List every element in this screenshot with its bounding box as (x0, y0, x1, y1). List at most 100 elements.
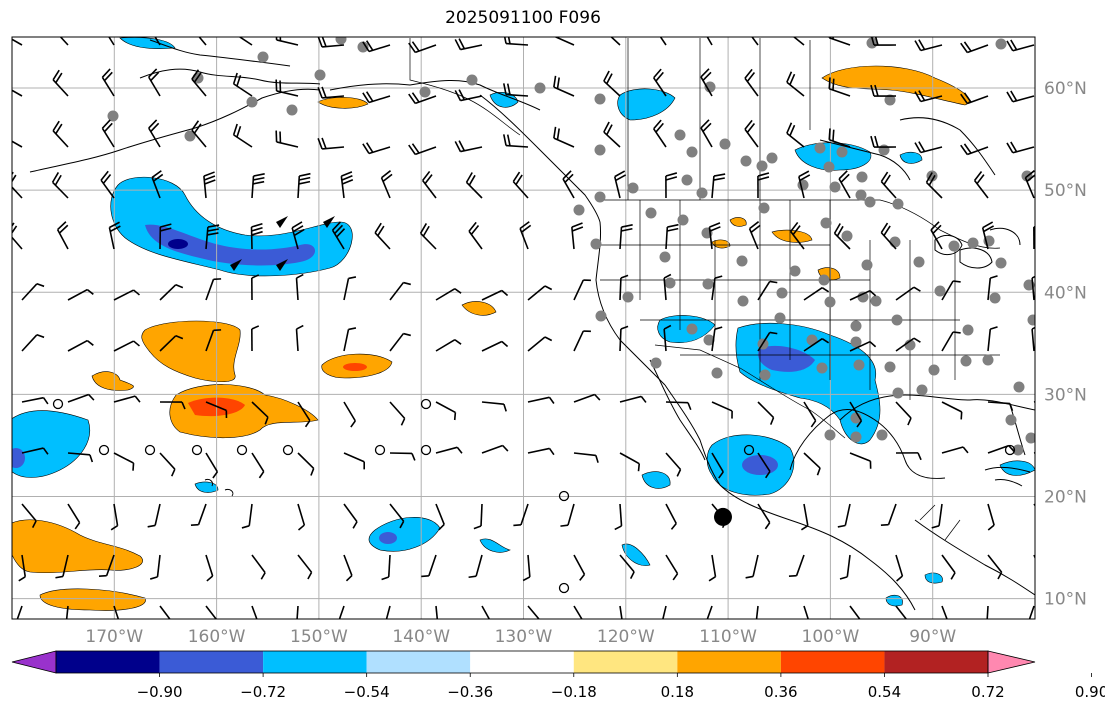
positive-anomaly-region (461, 301, 497, 316)
station-dot-icon (850, 336, 862, 348)
colorbar-tick-label: −0.36 (447, 683, 493, 701)
wind-barb-icon (941, 331, 961, 352)
wind-barb-icon (751, 37, 759, 46)
wind-barb-icon (941, 554, 956, 580)
negative-anomaly-region (657, 315, 716, 343)
station-dot-icon (756, 160, 768, 172)
wind-barb-icon (614, 503, 623, 531)
wind-barb-icon (275, 130, 299, 148)
wind-barb-icon (870, 135, 897, 148)
wind-barb-icon (205, 452, 219, 479)
wind-barb-icon (987, 275, 998, 301)
wind-barb-icon (790, 221, 805, 250)
wind-barb-icon (203, 171, 216, 199)
wind-barb-icon (389, 503, 405, 529)
wind-barb-icon (21, 503, 37, 529)
wind-barb-icon (1033, 503, 1035, 507)
wind-barb-icon (205, 401, 228, 418)
station-dot-icon (820, 217, 832, 229)
calm-circle-icon (743, 444, 755, 456)
wind-barb-icon (275, 79, 299, 97)
station-dot-icon (573, 204, 585, 216)
lon-tick-label: 150°W (290, 627, 348, 647)
station-dot-icon (702, 278, 714, 290)
wind-barb-icon (251, 401, 269, 425)
wind-barb-icon (56, 221, 69, 250)
station-dot-icon (891, 314, 903, 326)
wind-barb-icon (343, 452, 366, 470)
wind-barb-icon (931, 503, 943, 529)
wind-barb-icon (573, 330, 591, 352)
wind-barb-icon (113, 340, 140, 352)
wind-pennant-icon (230, 259, 242, 271)
wind-barb-icon (481, 444, 509, 454)
wind-barb-icon (941, 280, 961, 301)
calm-circle-icon (420, 398, 432, 410)
wind-barb-icon (562, 170, 575, 199)
wind-barb-icon (803, 286, 830, 301)
calm-circle-icon (98, 444, 110, 456)
wind-barb-icon (803, 401, 817, 428)
station-dot-icon (823, 161, 835, 173)
wind-barb-icon (573, 554, 586, 581)
wind-barb-icon (465, 172, 483, 199)
negative-anomaly-region (899, 151, 923, 164)
wind-barb-icon (389, 281, 411, 301)
wind-barb-icon (232, 72, 253, 97)
calm-circle-icon (558, 582, 570, 594)
station-dot-icon (686, 146, 698, 158)
station-dot-icon (664, 277, 676, 289)
colorbar-extend-high (987, 650, 1036, 674)
wind-barb-icon (560, 503, 575, 527)
negative-anomaly-max (168, 239, 188, 249)
colorbar-segment (159, 651, 264, 673)
station-dot-icon (892, 198, 904, 210)
wind-barb-icon (792, 37, 805, 46)
positive-anomaly-region (12, 519, 143, 574)
wind-barb-icon (665, 554, 679, 581)
wind-barb-icon (757, 503, 771, 530)
wind-barb-icon (52, 120, 69, 148)
wind-barb-icon (67, 393, 95, 403)
wind-barb-icon (297, 554, 313, 580)
station-dot-icon (659, 251, 671, 263)
wind-barb-icon (880, 171, 897, 199)
wind-barb-icon (849, 340, 877, 352)
wind-barb-icon (849, 401, 863, 428)
colorbar-segment (366, 651, 471, 673)
station-dot-icon (892, 387, 904, 399)
colorbar-segment (677, 651, 781, 673)
station-dot-icon (257, 51, 269, 63)
wind-barb-icon (481, 605, 491, 619)
negative-anomaly-region (999, 460, 1035, 476)
station-dot-icon (789, 265, 801, 277)
wind-barb-icon (408, 41, 437, 54)
colorbar-tick-label: −0.54 (344, 683, 390, 701)
wind-barb-icon (159, 283, 184, 301)
wind-barb-icon (340, 171, 354, 199)
calm-circle-icon (420, 444, 432, 456)
station-dot-icon (982, 354, 994, 366)
wind-barb-icon (65, 605, 69, 619)
wind-barb-icon (100, 170, 115, 199)
wind-barb-icon (711, 326, 723, 352)
wind-barb-icon (385, 605, 391, 619)
wind-barb-icon (895, 401, 912, 426)
colorbar-segment (470, 651, 574, 673)
wind-barb-icon (986, 605, 989, 619)
calm-circle-icon (558, 490, 570, 502)
station-dot-icon (286, 104, 298, 116)
wind-barb-icon (700, 68, 713, 97)
wind-barb-icon (833, 223, 851, 250)
wind-barb-icon (67, 503, 81, 530)
lat-tick-label: 60°N (1044, 79, 1087, 99)
wind-barb-icon (757, 172, 770, 199)
wind-barb-icon (435, 288, 462, 301)
wind-barb-icon (914, 39, 943, 52)
calm-circles (52, 398, 1016, 594)
wind-barb-icon (512, 171, 529, 199)
wind-barb-icon (275, 37, 299, 46)
lat-tick-label: 10°N (1044, 590, 1087, 610)
wind-barb-icon (389, 332, 411, 352)
